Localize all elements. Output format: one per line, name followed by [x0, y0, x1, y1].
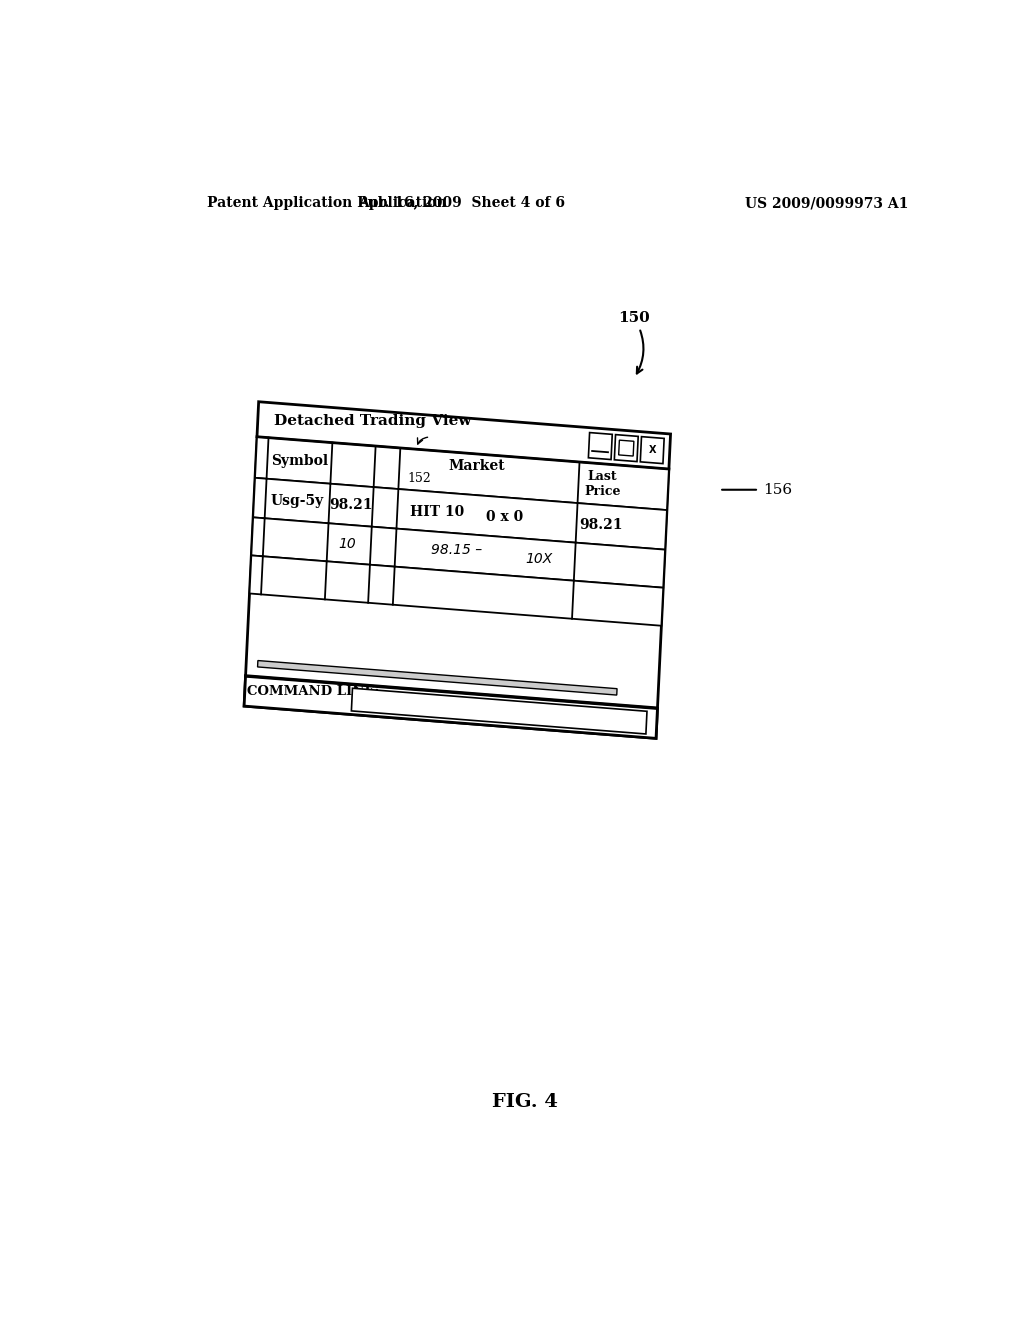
Bar	[614, 434, 638, 462]
Bar	[258, 660, 617, 696]
Text: 0 x 0: 0 x 0	[486, 511, 523, 524]
Bar	[255, 437, 669, 510]
Text: 152: 152	[408, 471, 431, 484]
Text: Detached Trading View: Detached Trading View	[274, 413, 472, 428]
Text: 98.15 –: 98.15 –	[431, 544, 482, 557]
Text: 10X: 10X	[525, 552, 553, 566]
Text: Symbol: Symbol	[271, 454, 328, 467]
Bar	[351, 688, 647, 734]
Text: FIG. 4: FIG. 4	[492, 1093, 558, 1110]
Text: Last
Price: Last Price	[585, 470, 621, 499]
Text: COMMAND LINE:: COMMAND LINE:	[247, 685, 379, 698]
Bar	[253, 478, 667, 549]
Bar	[618, 440, 634, 455]
Text: 156: 156	[763, 483, 792, 496]
Bar	[244, 676, 657, 738]
Text: Apr. 16, 2009  Sheet 4 of 6: Apr. 16, 2009 Sheet 4 of 6	[357, 197, 565, 210]
Text: Patent Application Publication: Patent Application Publication	[207, 197, 447, 210]
Text: HIT 10: HIT 10	[410, 506, 464, 519]
Text: 98.21: 98.21	[330, 498, 373, 512]
Bar	[250, 556, 664, 626]
Text: Market: Market	[449, 458, 505, 473]
Bar	[251, 517, 665, 587]
Bar	[244, 401, 671, 738]
Text: Usg-5y: Usg-5y	[271, 494, 325, 508]
Text: US 2009/0099973 A1: US 2009/0099973 A1	[744, 197, 908, 210]
Bar	[589, 433, 612, 459]
Text: X: X	[648, 445, 656, 455]
Text: 98.21: 98.21	[579, 517, 623, 532]
Text: 10: 10	[338, 537, 356, 550]
Text: 150: 150	[618, 312, 650, 374]
Bar	[640, 437, 665, 463]
